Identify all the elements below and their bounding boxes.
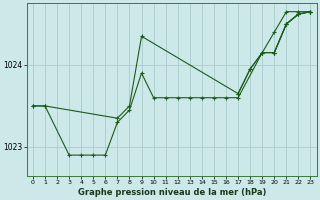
X-axis label: Graphe pression niveau de la mer (hPa): Graphe pression niveau de la mer (hPa) (77, 188, 266, 197)
